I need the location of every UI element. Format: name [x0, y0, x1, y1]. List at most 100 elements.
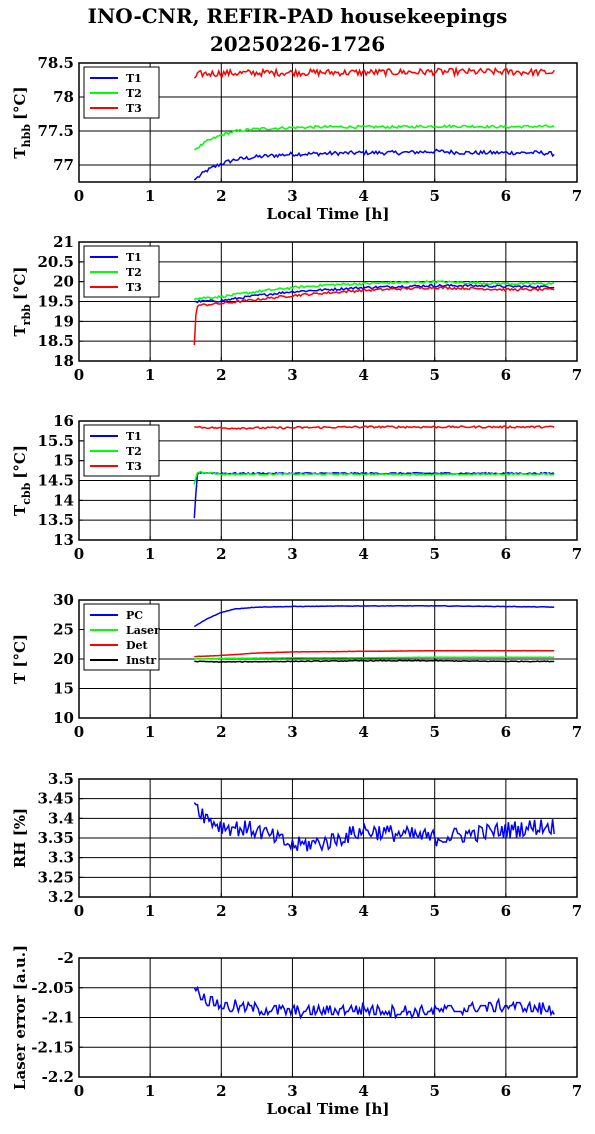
y-tick-label: 3.2 [48, 888, 74, 906]
y-tick-label: 30 [53, 591, 74, 609]
series-line-det [194, 649, 555, 658]
x-tick-label: 4 [358, 1082, 368, 1100]
x-tick-label: 1 [145, 902, 155, 920]
series-line-t1 [193, 471, 555, 519]
chart-panel-6: 0 1 2 3 4 5 6 7 -2.2 -2.15 -2.1 -2.05 -2 Local Time [… [11, 945, 582, 1118]
y-tick-label: 3.25 [37, 868, 74, 886]
y-axis-label: Thbb[°C] [11, 86, 33, 158]
x-tick-label: 5 [429, 545, 439, 563]
y-tick-label: 3.3 [48, 849, 74, 867]
y-axis-label: Trbb[°C] [11, 267, 33, 337]
legend-label-t2: T2 [126, 266, 142, 279]
y-axis-label: Laser error [a.u.] [11, 945, 29, 1090]
y-tick-label: 3.4 [48, 809, 74, 827]
y-tick-label: 77.5 [37, 122, 74, 140]
x-tick-label: 4 [358, 366, 368, 384]
legend-label-t2: T2 [126, 87, 142, 100]
legend-label-t1: T1 [126, 72, 142, 85]
y-tick-label: 16 [53, 412, 74, 430]
y-tick-label: -2 [57, 949, 74, 967]
y-tick-label: 25 [53, 621, 74, 639]
x-tick-label: 5 [429, 1082, 439, 1100]
x-axis-label: Local Time [h] [267, 1100, 390, 1118]
series-line-t2 [193, 470, 555, 485]
x-tick-label: 7 [572, 723, 582, 741]
y-tick-label: -2.15 [31, 1038, 74, 1056]
y-tick-label: 3.45 [37, 790, 74, 808]
legend-label-t3: T3 [126, 102, 142, 115]
y-tick-label: 14.5 [37, 472, 74, 490]
series-line-t2 [193, 279, 555, 301]
x-tick-label: 7 [572, 366, 582, 384]
x-tick-label: 0 [74, 1082, 84, 1100]
y-tick-label: -2.1 [42, 1009, 74, 1027]
y-tick-label: 21 [53, 233, 74, 251]
y-tick-label: 15 [53, 680, 74, 698]
x-axis-label: Local Time [h] [267, 205, 390, 223]
y-tick-label: 20 [53, 273, 74, 291]
series-line-t3 [194, 425, 555, 430]
x-tick-label: 5 [429, 187, 439, 205]
chart-panel-5: 0 1 2 3 4 5 6 7 3.2 3.253.3 3.35 3.43.45 3.5 RH [%] [11, 770, 582, 920]
y-tick-label: 13 [53, 531, 74, 549]
x-tick-label: 4 [358, 723, 368, 741]
x-tick-label: 0 [74, 723, 84, 741]
legend-label-t3: T3 [126, 281, 142, 294]
x-tick-label: 6 [501, 723, 511, 741]
x-tick-label: 7 [572, 1082, 582, 1100]
x-tick-label: 3 [287, 1082, 297, 1100]
x-tick-label: 3 [287, 545, 297, 563]
chart-title-line-2: 20250226-1726 [209, 32, 386, 56]
x-tick-label: 2 [216, 366, 226, 384]
legend-label-pc: PC [126, 609, 143, 622]
x-tick-label: 4 [358, 902, 368, 920]
legend-label-laser: Laser [126, 624, 160, 637]
x-tick-label: 6 [501, 187, 511, 205]
series-line-laser [194, 656, 555, 660]
x-tick-label: 6 [501, 902, 511, 920]
y-tick-label: 78.5 [37, 54, 74, 72]
x-tick-label: 7 [572, 545, 582, 563]
x-tick-label: 2 [216, 902, 226, 920]
x-tick-label: 2 [216, 1082, 226, 1100]
y-tick-label: 3.5 [48, 770, 74, 788]
legend-label-t1: T1 [126, 430, 142, 443]
series-line-data [193, 802, 555, 853]
series-line-instr [194, 659, 555, 663]
y-tick-label: 18 [53, 352, 74, 370]
y-tick-label: 15.5 [37, 432, 74, 450]
x-tick-label: 3 [287, 187, 297, 205]
x-tick-label: 1 [145, 545, 155, 563]
legend-label-instr: Instr [126, 654, 156, 667]
x-tick-label: 1 [145, 187, 155, 205]
x-tick-label: 5 [429, 723, 439, 741]
y-tick-label: 15 [53, 452, 74, 470]
y-tick-label: 77 [53, 156, 74, 174]
x-tick-label: 6 [501, 366, 511, 384]
y-tick-label: 20 [53, 650, 74, 668]
chart-panel-4: 0 1 2 3 4 5 6 7 10 15 20 25 30 T [°C] PC Laser Det Instr [11, 591, 582, 741]
chart-title-line-1: INO-CNR, REFIR-PAD housekeepings [87, 4, 508, 28]
x-tick-label: 4 [358, 187, 368, 205]
y-tick-label: 19 [53, 312, 74, 330]
x-tick-label: 1 [145, 723, 155, 741]
y-tick-label: -2.05 [31, 979, 74, 997]
x-tick-label: 2 [216, 187, 226, 205]
x-tick-label: 6 [501, 545, 511, 563]
y-tick-label: 14 [53, 491, 74, 509]
series-line-t3 [193, 285, 555, 346]
series-line-t1 [194, 283, 555, 304]
plot-frame [78, 62, 578, 183]
x-tick-label: 3 [287, 902, 297, 920]
series-line-t2 [193, 124, 555, 151]
x-tick-label: 0 [74, 545, 84, 563]
y-tick-label: 10 [53, 709, 74, 727]
x-tick-label: 7 [572, 902, 582, 920]
x-tick-label: 7 [572, 187, 582, 205]
y-axis-label: RH [%] [11, 808, 29, 868]
y-axis-label: T [°C] [11, 634, 29, 684]
